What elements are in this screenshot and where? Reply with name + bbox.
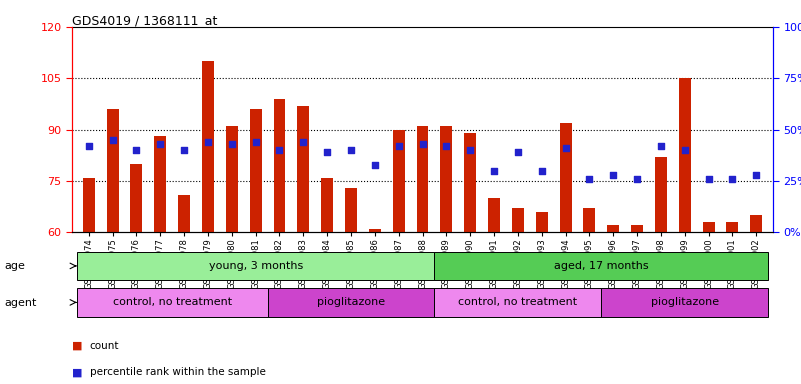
Point bbox=[202, 139, 215, 145]
Bar bbox=[536, 212, 548, 232]
Bar bbox=[202, 61, 214, 232]
Bar bbox=[268, 288, 434, 317]
Point bbox=[583, 176, 596, 182]
Point bbox=[702, 176, 715, 182]
Text: count: count bbox=[90, 341, 119, 351]
Point bbox=[488, 167, 501, 174]
Point bbox=[107, 137, 119, 143]
Bar bbox=[678, 78, 690, 232]
Bar bbox=[83, 177, 95, 232]
Text: pioglitazone: pioglitazone bbox=[317, 297, 385, 308]
Text: control, no treatment: control, no treatment bbox=[113, 297, 231, 308]
Point bbox=[297, 139, 310, 145]
Bar bbox=[488, 198, 500, 232]
Text: GDS4019 / 1368111_at: GDS4019 / 1368111_at bbox=[72, 14, 217, 27]
Bar bbox=[178, 195, 190, 232]
Bar bbox=[131, 164, 143, 232]
Bar bbox=[321, 177, 333, 232]
Point bbox=[225, 141, 238, 147]
Bar bbox=[273, 99, 285, 232]
Text: percentile rank within the sample: percentile rank within the sample bbox=[90, 367, 266, 377]
Bar bbox=[751, 215, 763, 232]
Bar bbox=[297, 106, 309, 232]
Point bbox=[654, 143, 667, 149]
Bar bbox=[107, 109, 119, 232]
Point bbox=[726, 176, 739, 182]
Point bbox=[320, 149, 333, 155]
Bar bbox=[631, 225, 643, 232]
Point bbox=[83, 143, 95, 149]
Text: control, no treatment: control, no treatment bbox=[458, 297, 578, 308]
Point bbox=[392, 143, 405, 149]
Bar bbox=[417, 126, 429, 232]
Point bbox=[154, 141, 167, 147]
Text: agent: agent bbox=[4, 298, 36, 308]
Bar bbox=[392, 130, 405, 232]
Point bbox=[178, 147, 191, 153]
Point bbox=[630, 176, 643, 182]
Point bbox=[368, 161, 381, 167]
Bar bbox=[441, 126, 453, 232]
Bar bbox=[602, 288, 768, 317]
Bar bbox=[583, 209, 595, 232]
Point bbox=[535, 167, 548, 174]
Bar bbox=[77, 288, 268, 317]
Bar bbox=[226, 126, 238, 232]
Text: ■: ■ bbox=[72, 367, 83, 377]
Point bbox=[273, 147, 286, 153]
Point bbox=[344, 147, 357, 153]
Text: age: age bbox=[4, 261, 25, 271]
Point bbox=[249, 139, 262, 145]
Bar bbox=[607, 225, 619, 232]
Bar bbox=[727, 222, 739, 232]
Point bbox=[130, 147, 143, 153]
Point bbox=[512, 149, 525, 155]
Bar bbox=[77, 252, 434, 280]
Bar bbox=[655, 157, 667, 232]
Bar bbox=[434, 288, 602, 317]
Point bbox=[464, 147, 477, 153]
Text: young, 3 months: young, 3 months bbox=[208, 261, 303, 271]
Point bbox=[440, 143, 453, 149]
Text: pioglitazone: pioglitazone bbox=[650, 297, 718, 308]
Bar bbox=[465, 133, 476, 232]
Bar bbox=[345, 188, 357, 232]
Point bbox=[417, 141, 429, 147]
Bar bbox=[434, 252, 768, 280]
Bar bbox=[155, 136, 167, 232]
Bar bbox=[250, 109, 262, 232]
Bar bbox=[702, 222, 714, 232]
Text: ■: ■ bbox=[72, 341, 83, 351]
Bar bbox=[369, 229, 380, 232]
Bar bbox=[512, 209, 524, 232]
Bar bbox=[560, 123, 572, 232]
Point bbox=[678, 147, 691, 153]
Text: aged, 17 months: aged, 17 months bbox=[554, 261, 649, 271]
Point bbox=[750, 172, 763, 178]
Point bbox=[607, 172, 620, 178]
Point bbox=[559, 145, 572, 151]
